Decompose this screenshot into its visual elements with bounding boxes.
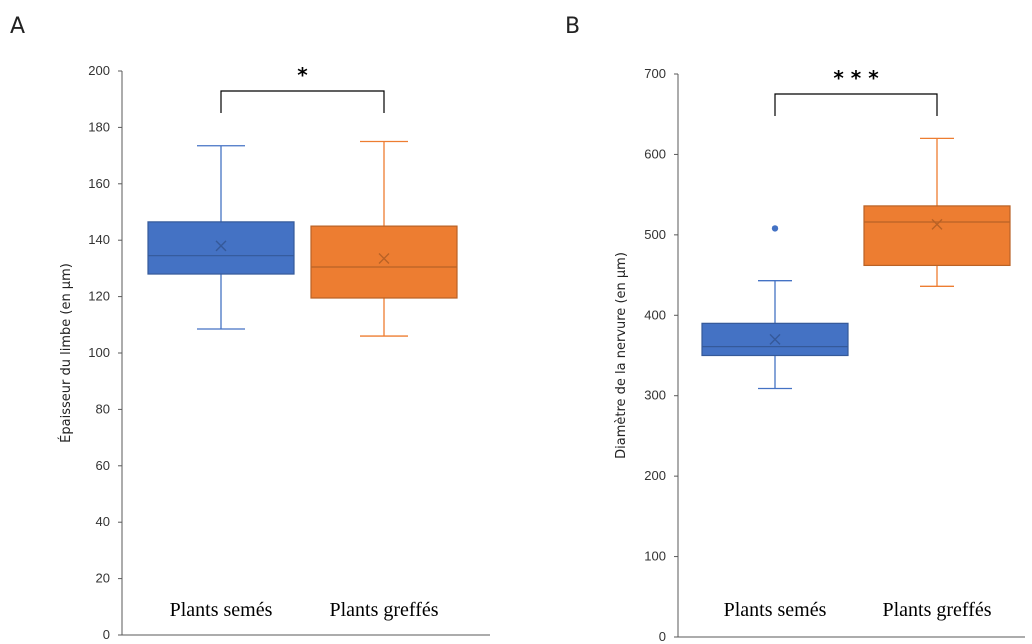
y-tick-label: 120: [88, 289, 110, 304]
significance-label: * * *: [833, 66, 879, 90]
significance-bracket: [774, 93, 938, 116]
mean-marker: [931, 218, 943, 230]
mean-marker: [378, 253, 390, 265]
significance-bracket: [220, 90, 385, 113]
y-tick-label: 20: [96, 571, 110, 586]
y-tick-label: 100: [88, 345, 110, 360]
y-tick-label: 500: [644, 227, 666, 242]
y-tick-label: 40: [96, 514, 110, 529]
y-tick-label: 600: [644, 146, 666, 161]
box-iqr: [701, 322, 849, 357]
y-tick-label: 140: [88, 232, 110, 247]
box-iqr: [147, 221, 295, 275]
significance-label: *: [297, 63, 308, 87]
y-tick-label: 400: [644, 307, 666, 322]
y-tick-label: 80: [96, 401, 110, 416]
y-tick-label: 60: [96, 458, 110, 473]
y-tick-label: 100: [644, 549, 666, 564]
box-plants-greffes: [310, 140, 458, 337]
box-plants-semes: [147, 145, 295, 330]
y-tick-label: 700: [644, 66, 666, 81]
panel-letter: B: [565, 14, 580, 39]
category-label: Plants semés: [724, 599, 827, 621]
box-iqr: [863, 205, 1011, 267]
y-tick-label: 200: [88, 63, 110, 78]
y-tick-label: 160: [88, 176, 110, 191]
mean-marker: [215, 240, 227, 252]
y-tick-label: 0: [659, 629, 666, 644]
panel-A: A 0 20 40 60 80 100 120 140 160 180 200 Épaisseur du…: [10, 14, 490, 642]
box-plants-semes: [701, 225, 849, 390]
outlier-point: [771, 225, 779, 232]
y-axis-title: Épaisseur du limbe (en µm): [58, 263, 74, 443]
box-iqr: [310, 225, 458, 299]
category-label: Plants greffés: [329, 599, 438, 621]
y-tick-label: 200: [644, 468, 666, 483]
category-label: Plants semés: [170, 599, 273, 621]
panel-letter: A: [10, 14, 25, 39]
category-label: Plants greffés: [882, 599, 991, 621]
y-tick-label: 180: [88, 119, 110, 134]
box-plants-greffes: [863, 137, 1011, 287]
panel-B: B 0 100 200 300 400 500 600 700 Diamètre de la ne…: [565, 14, 1025, 644]
y-axis-title: Diamètre de la nervure (en µm): [614, 252, 629, 459]
mean-marker: [769, 333, 781, 345]
y-tick-label: 300: [644, 388, 666, 403]
y-tick-label: 0: [103, 627, 110, 642]
